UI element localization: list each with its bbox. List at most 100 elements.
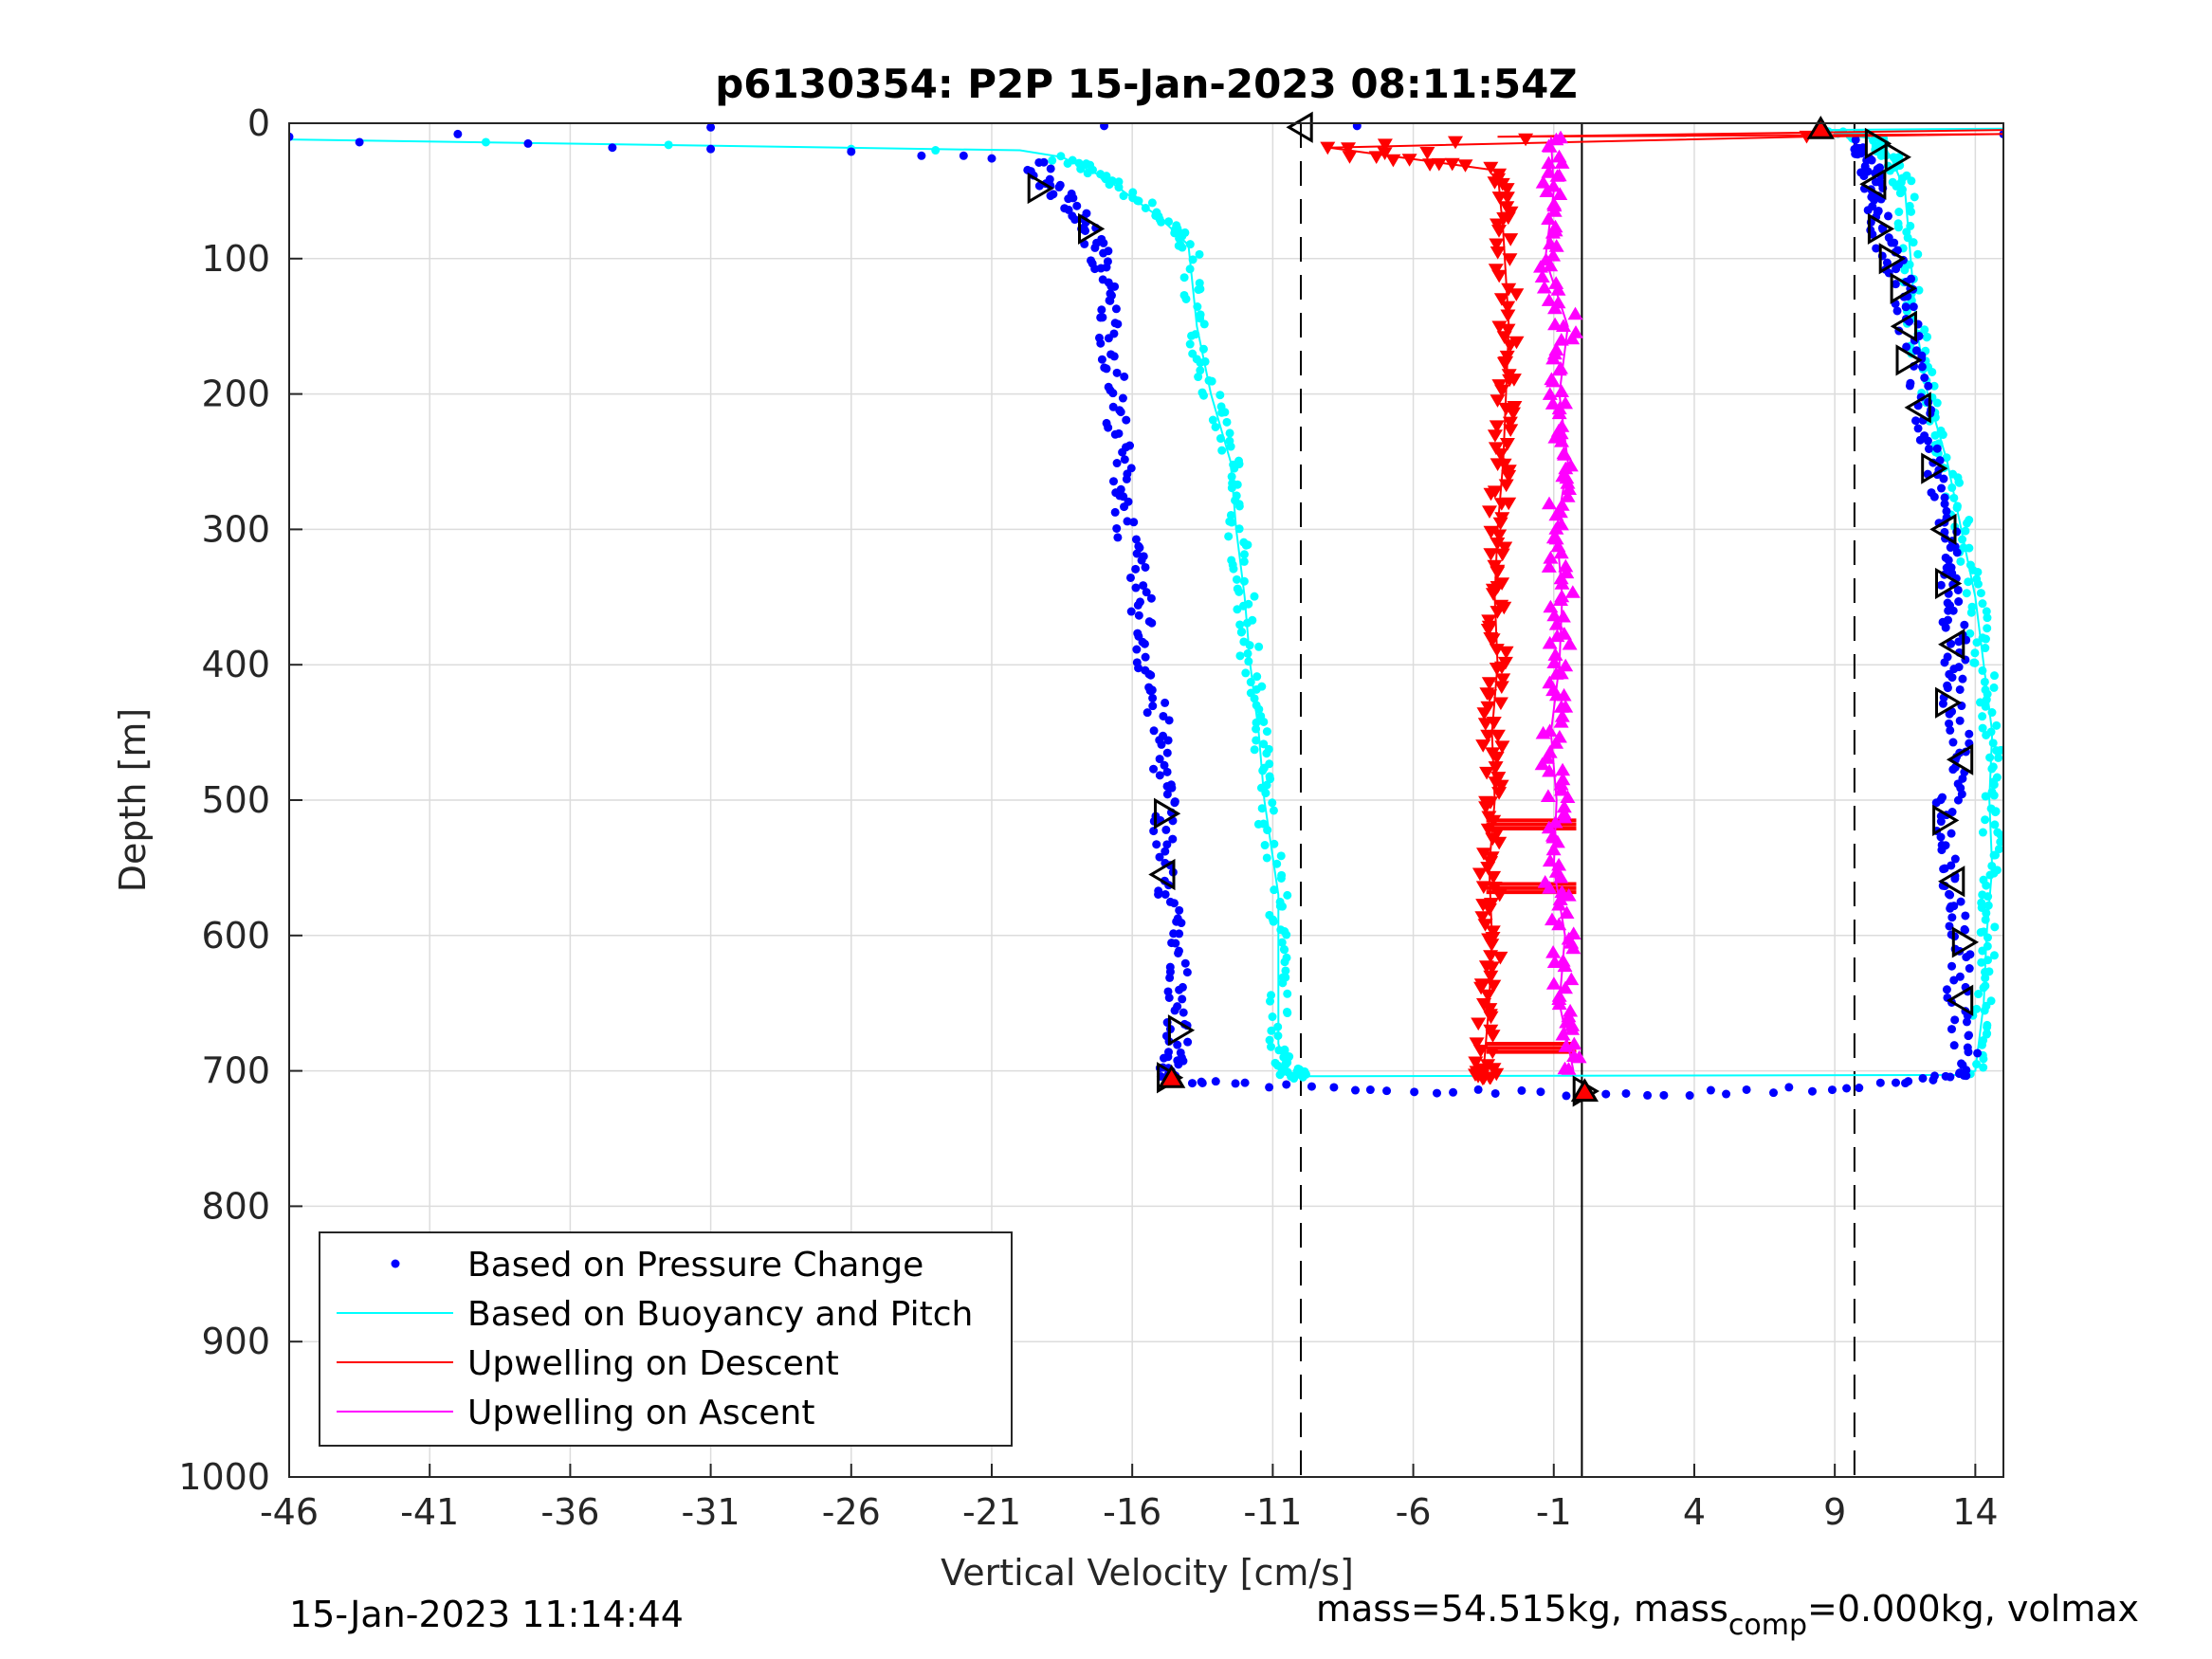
upwelling-ascent-marker	[1553, 333, 1569, 346]
pressure-change-point	[1851, 135, 1860, 144]
pressure-change-point	[917, 151, 926, 160]
upwelling-ascent-marker	[1558, 558, 1574, 573]
pressure-change-point	[1111, 304, 1121, 314]
pressure-change-point	[1134, 664, 1143, 673]
buoyancy-point	[1236, 628, 1246, 637]
upwelling-ascent-marker	[1552, 187, 1568, 200]
pressure-change-point	[608, 143, 617, 153]
y-tick-label: 700	[201, 1050, 270, 1092]
buoyancy-point	[1258, 766, 1268, 775]
pressure-change-point	[1160, 760, 1169, 770]
buoyancy-point	[1983, 956, 1993, 965]
buoyancy-point	[1993, 828, 2002, 837]
upwelling-ascent-marker	[1558, 980, 1573, 994]
upwelling-ascent-marker	[1545, 178, 1562, 192]
upwelling-descent-marker	[1494, 384, 1510, 398]
upwelling-ascent-marker	[1542, 763, 1558, 777]
pressure-change-point	[1164, 994, 1174, 1003]
buoyancy-point	[1216, 434, 1225, 444]
pressure-change-point	[1956, 897, 1965, 906]
pressure-change-point	[1148, 693, 1158, 702]
upwelling-descent-marker	[1377, 138, 1393, 152]
upwelling-ascent-marker	[1557, 447, 1573, 461]
outlined-triangle-marker	[1935, 567, 1963, 600]
buoyancy-point	[1147, 198, 1157, 208]
pressure-change-point	[1924, 397, 1933, 407]
buoyancy-point	[1956, 556, 1965, 566]
upwelling-ascent-marker	[1542, 387, 1558, 400]
outlined-triangle-marker	[1154, 797, 1181, 830]
upwelling-descent-marker	[1489, 1067, 1505, 1082]
buoyancy-point	[1952, 503, 1962, 513]
buoyancy-point	[1157, 217, 1166, 227]
upwelling-descent-marker	[1472, 867, 1488, 882]
upwelling-descent-marker	[1485, 832, 1501, 847]
pressure-change-point	[1169, 899, 1179, 908]
buoyancy-point	[1972, 638, 1982, 647]
upwelling-ascent-marker	[1554, 434, 1569, 447]
buoyancy-point	[1195, 249, 1204, 259]
buoyancy-point	[1986, 804, 1996, 813]
upwelling-descent-marker	[1491, 529, 1508, 543]
pressure-change-point	[1081, 226, 1090, 235]
buoyancy-point	[1930, 430, 1940, 440]
buoyancy-point	[1981, 974, 1990, 983]
pressure-change-point	[1097, 305, 1106, 315]
buoyancy-point	[1217, 408, 1227, 417]
upwelling-ascent-marker	[1566, 1048, 1582, 1062]
pressure-change-point	[1159, 711, 1168, 720]
buoyancy-point	[1164, 217, 1174, 227]
upwelling-descent-marker	[1492, 697, 1508, 711]
upwelling-ascent-marker	[1547, 219, 1563, 233]
pressure-change-point	[987, 154, 996, 163]
pressure-change-point	[1490, 1088, 1500, 1098]
upwelling-descent-marker	[1485, 588, 1501, 601]
upwelling-ascent-marker	[1567, 306, 1583, 320]
pressure-change-point	[1907, 274, 1916, 283]
buoyancy-point	[1979, 927, 1988, 937]
upwelling-descent-marker	[1498, 402, 1514, 416]
upwelling-ascent-marker	[1551, 729, 1567, 743]
pressure-change-point	[1125, 573, 1135, 582]
outlined-triangle-marker	[1935, 686, 1963, 719]
chart-title: p6130354: P2P 15-Jan-2023 08:11:54Z	[715, 61, 1578, 107]
buoyancy-point	[1119, 191, 1128, 201]
buoyancy-point	[1276, 873, 1286, 883]
pressure-change-point	[1938, 793, 1947, 802]
upwelling-descent-marker	[1385, 154, 1401, 168]
pressure-change-point	[1920, 373, 1929, 382]
pressure-change-point	[1884, 211, 1893, 221]
upwelling-ascent-marker	[1545, 829, 1561, 842]
pressure-change-point	[1240, 1078, 1250, 1087]
upwelling-ascent-marker	[1542, 853, 1558, 867]
pressure-change-point	[1132, 549, 1142, 558]
buoyancy-point	[1289, 1074, 1299, 1084]
upwelling-ascent-marker	[1554, 384, 1569, 397]
pressure-change-point	[1106, 386, 1115, 395]
pressure-change-point	[1149, 764, 1159, 774]
upwelling-ascent-marker	[1545, 912, 1560, 926]
pressure-change-point	[1122, 474, 1131, 483]
upwelling-ascent-marker	[1547, 647, 1563, 661]
buoyancy-point	[1242, 618, 1252, 628]
pressure-change-point	[1939, 474, 1948, 483]
pressure-change-point	[1141, 652, 1150, 662]
buoyancy-point	[1235, 620, 1245, 629]
pressure-change-point	[1161, 825, 1171, 834]
upwelling-ascent-marker	[1546, 955, 1563, 968]
upwelling-ascent-marker	[1555, 772, 1571, 786]
pressure-change-point	[523, 138, 533, 148]
buoyancy-point	[1199, 391, 1209, 400]
buoyancy-point	[1975, 698, 1984, 707]
upwelling-descent-marker	[1483, 970, 1499, 984]
upwelling-descent-marker	[1500, 309, 1516, 323]
buoyancy-point	[1909, 238, 1918, 247]
buoyancy-point	[1869, 136, 1878, 145]
upwelling-descent-marker	[1494, 548, 1510, 562]
buoyancy-point	[1949, 493, 1959, 502]
upwelling-descent-marker	[1501, 497, 1517, 511]
pressure-change-point	[1197, 1077, 1206, 1086]
buoyancy-point	[1902, 171, 1911, 180]
upwelling-descent-marker	[1489, 751, 1505, 765]
pressure-change-point	[1149, 827, 1159, 836]
